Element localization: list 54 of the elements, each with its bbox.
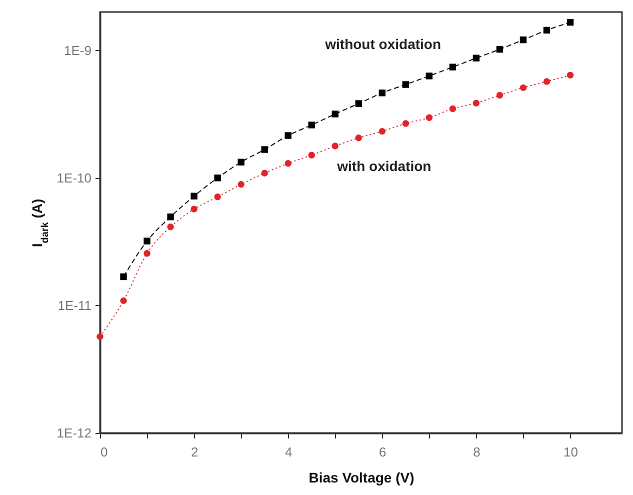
point: [261, 170, 268, 176]
point: [496, 92, 504, 99]
point: [261, 146, 268, 153]
point: [284, 132, 292, 139]
series-label: with oxidation: [336, 158, 432, 174]
series-label: without oxidation: [324, 36, 442, 52]
point: [543, 78, 550, 85]
point: [308, 122, 315, 128]
point: [566, 72, 574, 78]
x-tick-label: 6: [379, 444, 386, 460]
point: [167, 224, 174, 230]
x-tick-label: 4: [284, 444, 292, 460]
point: [96, 333, 104, 340]
x-tick-label: 10: [564, 444, 578, 460]
point: [238, 181, 244, 188]
point: [520, 36, 527, 44]
point: [120, 273, 127, 280]
x-tick-label: 0: [100, 444, 108, 460]
x-axis-title: Bias Voltage (V): [308, 470, 414, 486]
point: [144, 250, 150, 257]
point: [496, 46, 504, 53]
point: [378, 128, 386, 135]
point: [520, 84, 527, 92]
point: [284, 160, 292, 167]
point: [402, 81, 410, 88]
point: [449, 64, 456, 70]
point: [120, 297, 127, 304]
y-tick-label: 1E-10: [56, 170, 92, 186]
point: [144, 238, 150, 244]
point: [214, 194, 221, 200]
y-tick-label: 1E-9: [64, 42, 92, 58]
y-tick-label: 1E-12: [56, 426, 92, 440]
x-tick-label: 2: [190, 444, 198, 460]
point: [332, 110, 338, 118]
point: [167, 214, 174, 220]
point: [449, 105, 456, 112]
point: [543, 26, 550, 34]
point: [566, 18, 574, 26]
point: [355, 134, 362, 142]
x-tick-label: 8: [473, 444, 480, 460]
point: [190, 206, 198, 212]
point: [402, 120, 410, 127]
point: [426, 72, 433, 80]
point: [308, 152, 315, 158]
y-tick-label: 1E-11: [58, 298, 92, 313]
point: [190, 192, 198, 200]
point: [472, 100, 480, 106]
point: [214, 174, 221, 182]
point: [378, 90, 386, 96]
point: [238, 158, 244, 166]
point: [355, 100, 362, 107]
point: [332, 142, 338, 150]
point: [472, 54, 480, 62]
point: [426, 114, 433, 121]
